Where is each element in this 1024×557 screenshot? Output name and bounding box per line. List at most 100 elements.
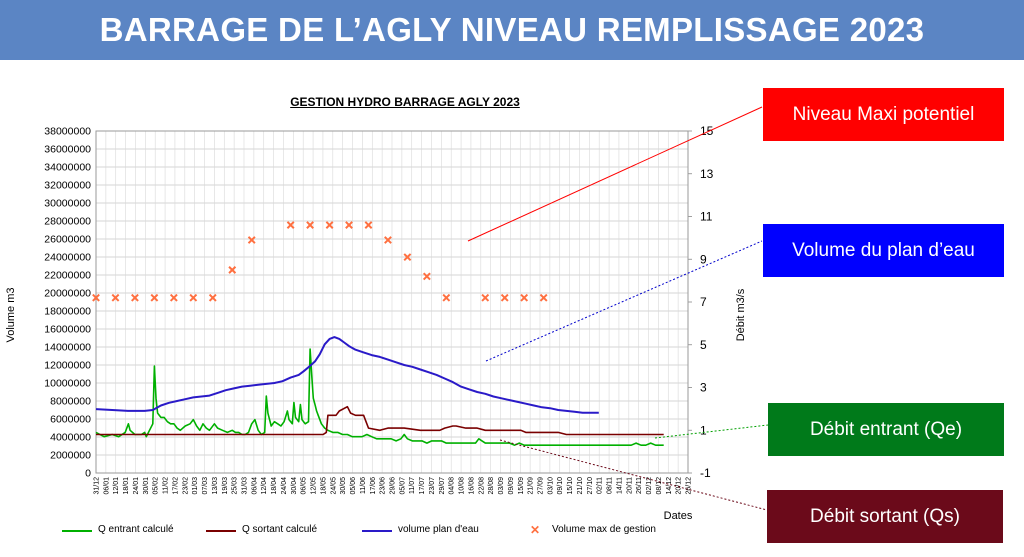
x-tick-label: 25/03 bbox=[232, 477, 239, 495]
chart-axes bbox=[95, 130, 692, 474]
max-gestion-point bbox=[189, 293, 198, 302]
x-tick-label: 27/09 bbox=[538, 477, 545, 495]
max-gestion-center bbox=[347, 223, 351, 227]
x-tick-label: 17/06 bbox=[370, 477, 377, 495]
x-tick-label: 31/12 bbox=[94, 477, 101, 495]
y-tick-label: 12000000 bbox=[44, 360, 91, 372]
connector-volume bbox=[485, 240, 763, 362]
y-tick-label: 38000000 bbox=[44, 126, 91, 138]
max-gestion-center bbox=[230, 268, 234, 272]
series-line-volume bbox=[95, 336, 599, 414]
legend-swatch-volume bbox=[362, 530, 392, 532]
x-tick-label: 24/01 bbox=[133, 477, 140, 495]
max-gestion-center bbox=[133, 296, 137, 300]
max-gestion-center bbox=[250, 238, 254, 242]
x-tick-label: 28/08 bbox=[488, 477, 495, 495]
x-tick-label: 19/03 bbox=[222, 477, 229, 495]
y-axis-label: Volume m3 bbox=[5, 287, 17, 342]
max-gestion-center bbox=[211, 296, 215, 300]
y2-axis-label: Débit m3/s bbox=[735, 288, 747, 341]
callout-volume: Volume du plan d’eau bbox=[763, 224, 1004, 277]
x-tick-label: 20/11 bbox=[626, 477, 633, 494]
x-tick-label: 07/03 bbox=[202, 477, 209, 495]
x-tick-label: 13/03 bbox=[212, 477, 219, 495]
y-tick-label: 30000000 bbox=[44, 198, 91, 210]
x-tick-label: 24/04 bbox=[281, 477, 288, 495]
max-gestion-center bbox=[308, 223, 312, 227]
x-tick-label: 23/07 bbox=[429, 477, 436, 495]
x-tick-label: 02/12 bbox=[646, 477, 653, 495]
x-tick-label: 09/09 bbox=[508, 477, 515, 495]
x-tick-label: 15/09 bbox=[518, 477, 525, 495]
y2-tick-label: 7 bbox=[700, 295, 707, 309]
y-tick-label: 8000000 bbox=[50, 396, 91, 408]
max-gestion-point bbox=[539, 293, 548, 302]
y2-tick-label: -1 bbox=[700, 466, 711, 480]
max-gestion-center bbox=[425, 275, 429, 278]
max-gestion-center bbox=[172, 296, 176, 300]
max-gestion-point bbox=[150, 293, 159, 302]
connector-debit-entrant bbox=[654, 424, 769, 439]
series-line-q-sortant bbox=[96, 405, 664, 436]
plot-frame bbox=[95, 130, 689, 474]
x-tick-label: 24/05 bbox=[330, 477, 337, 495]
x-tick-label: 05/02 bbox=[153, 477, 160, 495]
max-gestion-point bbox=[228, 266, 237, 274]
y-tick-label: 6000000 bbox=[50, 414, 91, 426]
x-tick-label: 08/11 bbox=[607, 477, 614, 494]
max-gestion-center bbox=[522, 296, 526, 300]
x-tick-label: 21/09 bbox=[528, 477, 535, 495]
max-gestion-center bbox=[114, 296, 117, 300]
y-tick-label: 10000000 bbox=[44, 378, 91, 390]
x-tick-label: 30/01 bbox=[143, 477, 150, 495]
y2-tick-label: 11 bbox=[700, 210, 713, 224]
x-tick-label: 02/11 bbox=[597, 477, 604, 494]
x-tick-label: 05/07 bbox=[399, 477, 406, 495]
x-tick-label: 14/12 bbox=[666, 477, 673, 495]
x-tick-label: 30/05 bbox=[340, 477, 347, 495]
x-tick-label: 01/03 bbox=[192, 477, 199, 495]
legend-swatch-qe bbox=[62, 530, 92, 532]
y-axis-tick-labels: 0 2000000 4000000 6000000 8000000 10000000 120… bbox=[44, 126, 91, 480]
max-gestion-markers bbox=[92, 221, 548, 302]
x-tick-label: 12/04 bbox=[261, 477, 268, 495]
max-gestion-center bbox=[328, 223, 331, 227]
y2-tick-label: 15 bbox=[700, 124, 714, 138]
y2-tick-label: 13 bbox=[700, 167, 714, 181]
x-tick-label: 10/08 bbox=[459, 477, 466, 495]
x-tick-label: 05/06 bbox=[350, 477, 357, 495]
x-tick-label: 17/07 bbox=[419, 477, 426, 495]
y-tick-label: 18000000 bbox=[44, 306, 91, 318]
max-gestion-center bbox=[445, 296, 448, 300]
max-gestion-point bbox=[247, 236, 256, 244]
callout-debit-sortant: Débit sortant (Qs) bbox=[767, 490, 1003, 543]
y2-tick-label: 1 bbox=[700, 423, 707, 437]
y-tick-label: 14000000 bbox=[44, 342, 91, 354]
y-tick-label: 4000000 bbox=[50, 432, 91, 444]
legend-label-volume: volume plan d'eau bbox=[398, 524, 479, 535]
max-gestion-point bbox=[364, 221, 373, 229]
max-gestion-point bbox=[345, 221, 353, 229]
max-gestion-point bbox=[384, 236, 392, 244]
connector-niveau-maxi bbox=[467, 106, 763, 242]
x-tick-label: 06/04 bbox=[251, 477, 258, 495]
y-tick-label: 22000000 bbox=[44, 270, 91, 282]
chart-series bbox=[95, 336, 664, 446]
callout-debit-entrant: Débit entrant (Qe) bbox=[768, 403, 1004, 456]
legend-label-qe: Q entrant calculé bbox=[98, 524, 174, 535]
max-gestion-point bbox=[286, 221, 295, 229]
connector-debit-sortant bbox=[499, 439, 768, 511]
legend-label-max: Volume max de gestion bbox=[552, 524, 656, 535]
x-tick-label: 18/05 bbox=[320, 477, 327, 495]
max-gestion-point bbox=[481, 293, 490, 302]
x-tick-label: 29/06 bbox=[390, 477, 397, 495]
max-gestion-center bbox=[289, 223, 292, 227]
max-gestion-point bbox=[500, 293, 509, 302]
y-tick-label: 28000000 bbox=[44, 216, 91, 228]
x-tick-label: 18/04 bbox=[271, 477, 278, 495]
y-tick-label: 32000000 bbox=[44, 180, 91, 192]
max-gestion-center bbox=[153, 296, 156, 300]
x-tick-label: 26/11 bbox=[636, 477, 643, 494]
callout-niveau-maxi: Niveau Maxi potentiel bbox=[763, 88, 1004, 141]
